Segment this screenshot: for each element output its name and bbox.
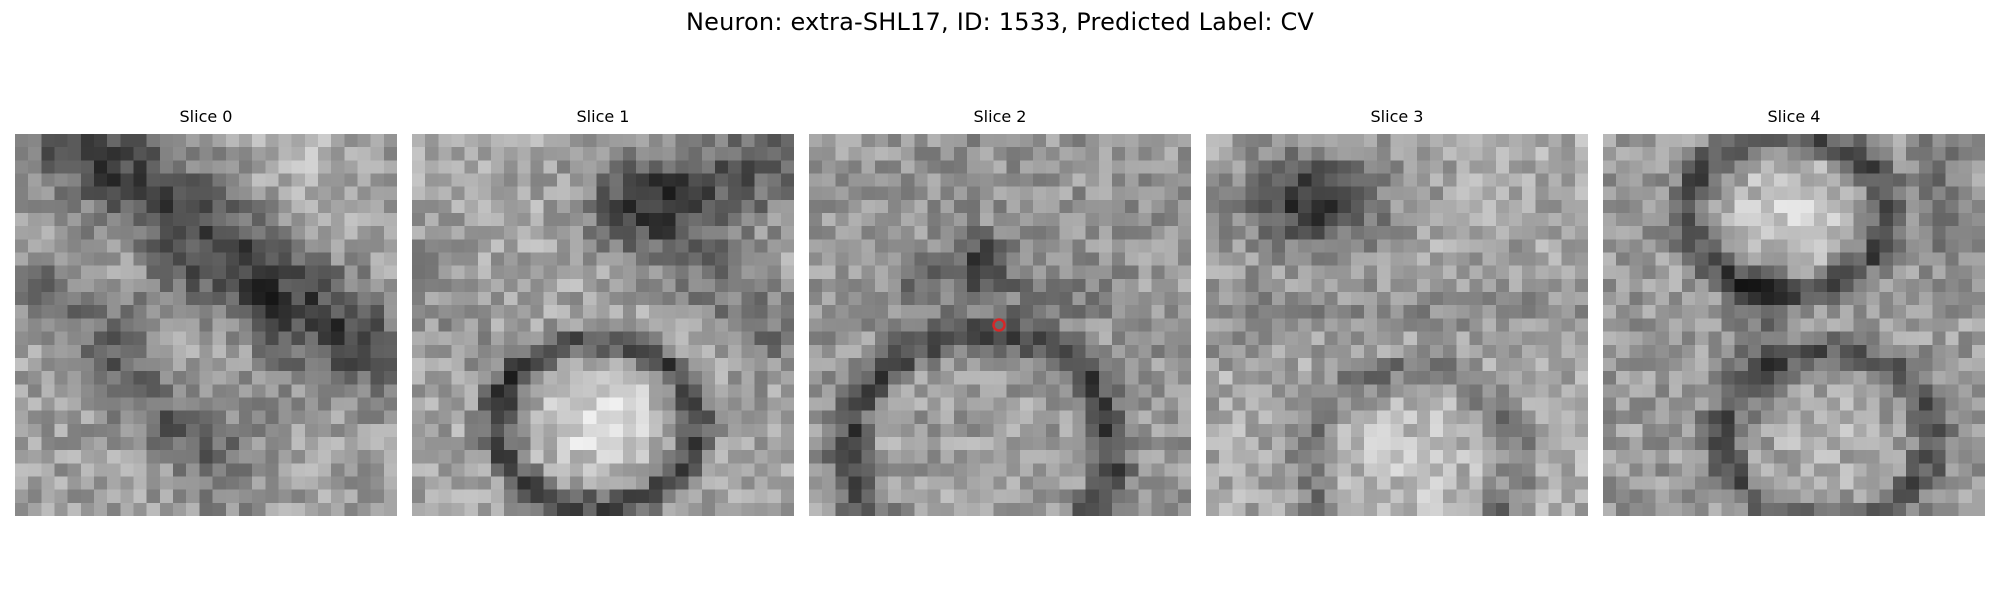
panel-title-slice-4: Slice 4 (1767, 107, 1821, 126)
figure-title: Neuron: extra-SHL17, ID: 1533, Predicted… (685, 8, 1315, 36)
slice-3-image (1206, 134, 1588, 516)
red-marker-icon (992, 318, 1006, 332)
panel-title-slice-2: Slice 2 (973, 107, 1027, 126)
panel-title-slice-1: Slice 1 (576, 107, 630, 126)
panel-title-slice-3: Slice 3 (1370, 107, 1424, 126)
slice-0-image (15, 134, 397, 516)
slice-2-image (809, 134, 1191, 516)
slice-1-image (412, 134, 794, 516)
panel-title-slice-0: Slice 0 (179, 107, 233, 126)
slice-4-image (1603, 134, 1985, 516)
